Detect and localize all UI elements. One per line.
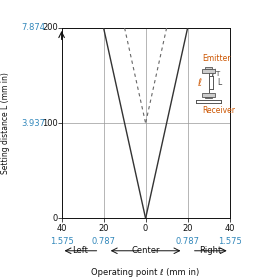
Text: 1.575: 1.575 <box>218 237 241 246</box>
Text: 100: 100 <box>43 119 58 128</box>
Text: 0: 0 <box>53 214 58 223</box>
Bar <box>202 93 215 97</box>
Text: Setting distance L (mm in): Setting distance L (mm in) <box>1 72 10 174</box>
Bar <box>206 97 212 99</box>
Text: Left: Left <box>73 246 88 255</box>
Text: 200: 200 <box>43 24 58 32</box>
Text: Right: Right <box>200 246 222 255</box>
Text: Receiver: Receiver <box>202 106 235 115</box>
Text: Operating point ℓ (mm in): Operating point ℓ (mm in) <box>92 268 200 277</box>
Bar <box>206 67 212 69</box>
Text: 7.874: 7.874 <box>21 24 45 32</box>
Bar <box>202 69 215 73</box>
Text: 20: 20 <box>182 224 193 233</box>
Text: 0.787: 0.787 <box>92 237 116 246</box>
Text: Center: Center <box>131 246 160 255</box>
Text: 40: 40 <box>56 224 67 233</box>
Text: 0: 0 <box>143 224 148 233</box>
Text: 20: 20 <box>98 224 109 233</box>
Text: Emitter: Emitter <box>202 54 231 63</box>
Text: L: L <box>217 78 221 87</box>
Text: 0.787: 0.787 <box>176 237 200 246</box>
Text: T: T <box>215 71 219 77</box>
Text: 3.937: 3.937 <box>21 119 45 128</box>
Text: 1.575: 1.575 <box>50 237 73 246</box>
Text: 40: 40 <box>224 224 235 233</box>
Text: $\ell$: $\ell$ <box>197 76 203 88</box>
